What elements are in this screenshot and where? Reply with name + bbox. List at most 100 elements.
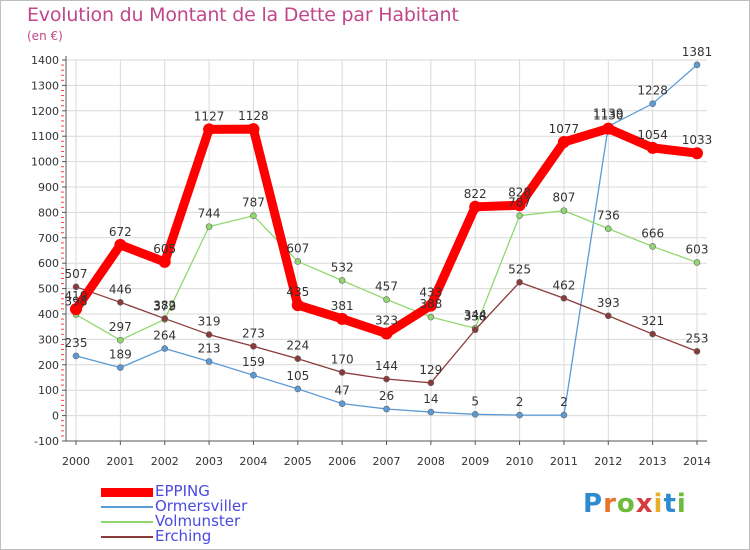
logo-letter: o — [616, 489, 636, 519]
data-point — [693, 61, 701, 69]
data-label: 1128 — [238, 109, 269, 123]
data-point — [161, 315, 169, 322]
data-label: 1130 — [593, 109, 624, 123]
data-label: 105 — [286, 369, 309, 383]
data-label: 273 — [242, 326, 265, 340]
chart-title: Evolution du Montant de la Dette par Hab… — [27, 4, 459, 26]
y-minor-ticks — [61, 64, 64, 437]
logo-letter: i — [676, 489, 687, 519]
series-erching — [72, 278, 701, 387]
x-tick-label: 2012 — [594, 455, 622, 468]
data-point — [294, 258, 302, 265]
data-point — [469, 200, 482, 213]
data-label: 398 — [65, 295, 88, 309]
legend-swatch — [101, 536, 153, 538]
data-point — [158, 255, 171, 268]
data-label: 419 — [65, 289, 88, 303]
data-label: 319 — [198, 315, 221, 329]
data-label: 170 — [331, 352, 354, 366]
y-tick-label: 600 — [38, 257, 59, 270]
x-tick-label: 2009 — [461, 455, 489, 468]
data-label: 213 — [198, 341, 221, 355]
data-label: 433 — [419, 286, 442, 300]
data-label: 47 — [335, 384, 350, 398]
data-label: 605 — [153, 242, 176, 256]
data-label: 2 — [560, 395, 568, 409]
legend-swatch — [101, 521, 153, 523]
data-label: 666 — [641, 226, 664, 240]
data-label: 787 — [508, 196, 531, 210]
y-tick-label: 900 — [38, 181, 59, 194]
data-point — [560, 294, 568, 302]
x-tick-label: 2008 — [417, 455, 445, 468]
y-tick-label: 1300 — [31, 79, 59, 92]
data-point — [383, 375, 390, 383]
data-label: 787 — [242, 196, 265, 210]
data-label: 344 — [464, 308, 487, 322]
data-point — [383, 296, 390, 303]
proxiti-logo: Proxiti — [583, 489, 687, 519]
data-point — [250, 212, 257, 220]
legend-label: Volmunster — [155, 512, 241, 530]
data-label: 381 — [331, 299, 354, 313]
data-label: 323 — [375, 314, 398, 328]
data-point — [205, 223, 213, 230]
x-tick-label: 2003 — [195, 455, 223, 468]
data-label: 807 — [552, 191, 575, 205]
x-tick-label: 2014 — [683, 455, 711, 468]
x-tick-label: 2013 — [639, 455, 667, 468]
legend-swatch — [101, 487, 153, 497]
x-tick-label: 2011 — [550, 455, 578, 468]
legend-label: Erching — [155, 527, 212, 545]
data-point — [291, 299, 304, 312]
logo-letter: r — [603, 489, 617, 519]
y-tick-label: 1200 — [31, 105, 59, 118]
data-point — [427, 379, 435, 387]
data-label: 507 — [65, 267, 88, 281]
data-point — [70, 303, 82, 316]
x-tick-label: 2005 — [284, 455, 312, 468]
data-label: 462 — [552, 278, 575, 292]
data-point — [602, 122, 615, 135]
data-label: 822 — [464, 187, 487, 201]
data-label: 14 — [423, 392, 438, 406]
data-point — [516, 212, 523, 220]
data-label: 253 — [686, 331, 709, 345]
data-label: 379 — [153, 299, 176, 313]
x-tick-label: 2007 — [373, 455, 401, 468]
data-point — [114, 238, 127, 251]
data-point — [338, 369, 346, 376]
data-label: 2 — [516, 395, 524, 409]
data-point — [72, 352, 80, 360]
data-point — [380, 327, 393, 340]
data-point — [338, 277, 346, 284]
data-point — [427, 408, 435, 416]
legend-swatch — [101, 506, 153, 508]
data-point — [250, 371, 257, 379]
y-tick-label: 0 — [52, 410, 59, 423]
data-point — [294, 355, 302, 363]
data-point — [247, 123, 260, 136]
data-point — [424, 299, 437, 312]
data-label: 1054 — [637, 128, 668, 142]
data-label: 1033 — [682, 133, 713, 147]
series-epping — [70, 122, 703, 340]
data-label: 828 — [508, 185, 531, 199]
y-tick-label: 1100 — [31, 130, 59, 143]
data-point — [649, 243, 656, 250]
logo-letter: P — [583, 489, 604, 519]
data-point — [693, 259, 701, 266]
y-tick-label: 500 — [38, 283, 59, 296]
data-label: 457 — [375, 280, 398, 294]
y-tick-label: 400 — [38, 308, 59, 321]
data-label: 189 — [109, 348, 132, 362]
data-label: 235 — [65, 336, 88, 350]
data-point — [471, 326, 479, 334]
data-point — [336, 312, 349, 325]
x-tick-labels: 2000 2001 2002 2003 2004 2005 2006 2007 2008 2009… — [62, 441, 711, 468]
data-label: 525 — [508, 262, 531, 276]
data-point — [250, 342, 257, 350]
x-tick-label: 2010 — [506, 455, 534, 468]
unit-label: (en €) — [27, 29, 63, 43]
